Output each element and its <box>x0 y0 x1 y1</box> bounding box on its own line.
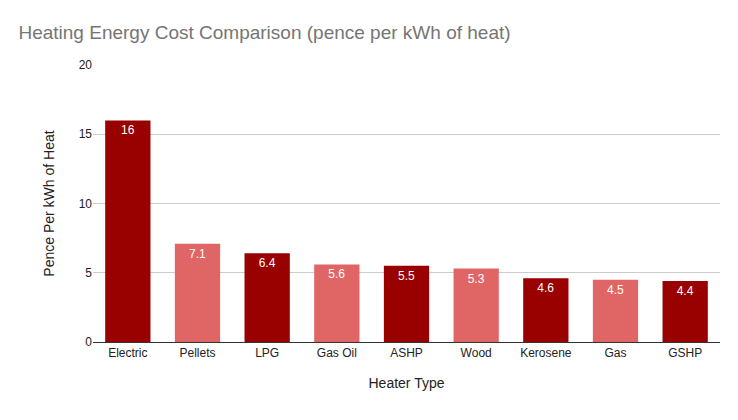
svg-text:10: 10 <box>79 197 93 211</box>
svg-text:Heater Type: Heater Type <box>368 375 444 391</box>
svg-text:Pence Per kWh of Heat: Pence Per kWh of Heat <box>41 130 57 276</box>
svg-text:Gas: Gas <box>604 346 626 360</box>
svg-text:Pellets: Pellets <box>179 346 215 360</box>
svg-text:5.5: 5.5 <box>398 269 415 283</box>
svg-text:Wood: Wood <box>461 346 492 360</box>
svg-text:GSHP: GSHP <box>668 346 702 360</box>
svg-text:6.4: 6.4 <box>259 256 276 270</box>
svg-text:Gas Oil: Gas Oil <box>317 346 357 360</box>
svg-text:20: 20 <box>79 58 93 72</box>
svg-text:Electric: Electric <box>108 346 147 360</box>
svg-text:4.5: 4.5 <box>607 283 624 297</box>
svg-text:Heating Energy Cost Comparison: Heating Energy Cost Comparison (pence pe… <box>18 22 510 43</box>
svg-text:0: 0 <box>85 335 92 349</box>
svg-text:Kerosene: Kerosene <box>520 346 572 360</box>
svg-text:LPG: LPG <box>255 346 279 360</box>
svg-text:7.1: 7.1 <box>189 247 206 261</box>
svg-text:4.6: 4.6 <box>537 281 554 295</box>
svg-text:5.3: 5.3 <box>468 272 485 286</box>
svg-text:16: 16 <box>121 123 135 137</box>
svg-text:5: 5 <box>85 266 92 280</box>
svg-text:ASHP: ASHP <box>390 346 423 360</box>
svg-text:5.6: 5.6 <box>328 267 345 281</box>
svg-text:15: 15 <box>79 127 93 141</box>
svg-text:4.4: 4.4 <box>677 284 694 298</box>
